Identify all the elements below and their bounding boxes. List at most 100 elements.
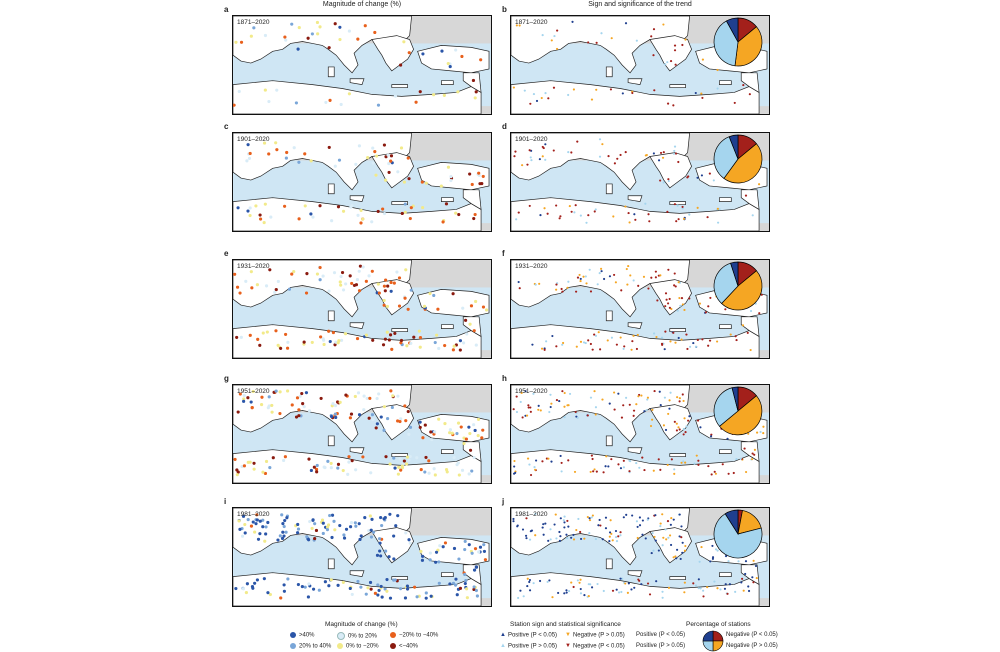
station-marker xyxy=(685,333,688,336)
station-marker xyxy=(601,143,604,146)
station-marker xyxy=(378,549,382,553)
right-column-title: Sign and significance of the trend xyxy=(588,1,692,8)
station-marker xyxy=(708,339,712,342)
station-marker xyxy=(472,585,476,589)
station-marker xyxy=(474,588,479,593)
station-marker xyxy=(374,426,378,430)
period-label: 1951–2020 xyxy=(237,388,270,395)
station-marker xyxy=(683,591,686,594)
map-panel-g: 1951–2020 xyxy=(232,384,492,484)
land-shape xyxy=(719,449,732,454)
station-marker xyxy=(294,415,299,419)
map-svg xyxy=(511,260,769,358)
station-marker xyxy=(541,526,544,529)
station-marker xyxy=(468,172,472,176)
station-marker xyxy=(567,459,570,462)
station-marker xyxy=(344,527,349,531)
station-marker xyxy=(652,152,655,155)
station-marker xyxy=(528,578,532,582)
station-marker xyxy=(652,332,656,335)
station-marker xyxy=(594,208,597,211)
station-marker xyxy=(379,415,383,419)
station-marker xyxy=(683,581,686,584)
station-marker xyxy=(371,161,375,165)
station-marker xyxy=(478,545,483,549)
station-marker xyxy=(589,583,592,586)
station-marker xyxy=(316,32,320,36)
station-marker xyxy=(434,560,438,564)
land-shape xyxy=(627,322,643,329)
station-marker xyxy=(413,585,417,589)
station-marker xyxy=(549,538,552,541)
station-marker xyxy=(759,430,762,434)
station-marker xyxy=(760,293,763,296)
station-marker xyxy=(481,174,485,178)
station-marker xyxy=(712,179,715,182)
station-marker xyxy=(387,170,391,174)
station-marker xyxy=(377,537,382,541)
station-marker xyxy=(672,104,675,107)
station-marker xyxy=(749,309,753,313)
station-marker xyxy=(622,347,625,350)
station-marker xyxy=(365,396,369,400)
station-marker xyxy=(701,58,705,61)
station-marker xyxy=(334,415,338,420)
station-marker xyxy=(752,581,755,584)
station-marker xyxy=(698,560,701,563)
station-marker xyxy=(239,40,244,44)
station-marker xyxy=(376,593,380,597)
station-marker xyxy=(602,471,605,474)
station-marker xyxy=(711,556,715,559)
station-marker xyxy=(595,41,598,44)
station-marker xyxy=(651,532,654,535)
station-marker xyxy=(443,541,448,545)
station-marker xyxy=(615,540,619,543)
station-marker xyxy=(243,522,247,527)
station-marker xyxy=(243,531,247,535)
station-marker xyxy=(349,205,353,209)
station-marker xyxy=(754,564,758,568)
station-marker xyxy=(428,291,432,296)
station-marker xyxy=(527,404,530,407)
station-marker xyxy=(405,584,410,588)
station-marker xyxy=(448,65,452,69)
station-marker xyxy=(403,404,407,408)
station-marker xyxy=(598,272,601,275)
station-marker xyxy=(379,516,383,520)
station-marker xyxy=(415,595,419,599)
station-marker xyxy=(246,143,250,147)
map-svg xyxy=(233,508,491,606)
station-marker xyxy=(713,470,716,473)
station-marker xyxy=(667,536,670,539)
station-marker xyxy=(454,577,458,581)
station-marker xyxy=(667,178,670,181)
station-marker xyxy=(563,416,566,419)
station-marker xyxy=(598,518,601,522)
station-marker xyxy=(330,219,334,223)
station-marker xyxy=(418,90,422,94)
station-marker xyxy=(655,335,658,339)
station-marker xyxy=(572,533,575,537)
station-marker xyxy=(762,425,765,428)
station-marker xyxy=(282,589,286,593)
station-marker xyxy=(250,585,255,589)
station-marker xyxy=(405,344,409,348)
station-marker xyxy=(305,535,309,539)
station-marker xyxy=(514,150,517,153)
station-marker xyxy=(355,278,360,282)
station-marker xyxy=(465,587,469,591)
station-marker xyxy=(727,560,730,563)
station-marker xyxy=(559,535,562,538)
station-marker xyxy=(517,596,520,600)
station-marker xyxy=(376,103,381,107)
station-marker xyxy=(619,531,622,534)
station-marker xyxy=(542,147,545,150)
station-marker xyxy=(429,430,433,434)
legend-item-m20-m40: −20% to −40% xyxy=(390,632,438,639)
land-shape xyxy=(649,152,692,189)
station-marker xyxy=(238,527,242,531)
station-marker xyxy=(423,423,427,427)
station-marker xyxy=(361,217,365,221)
station-marker xyxy=(453,583,458,587)
station-marker xyxy=(674,285,677,288)
